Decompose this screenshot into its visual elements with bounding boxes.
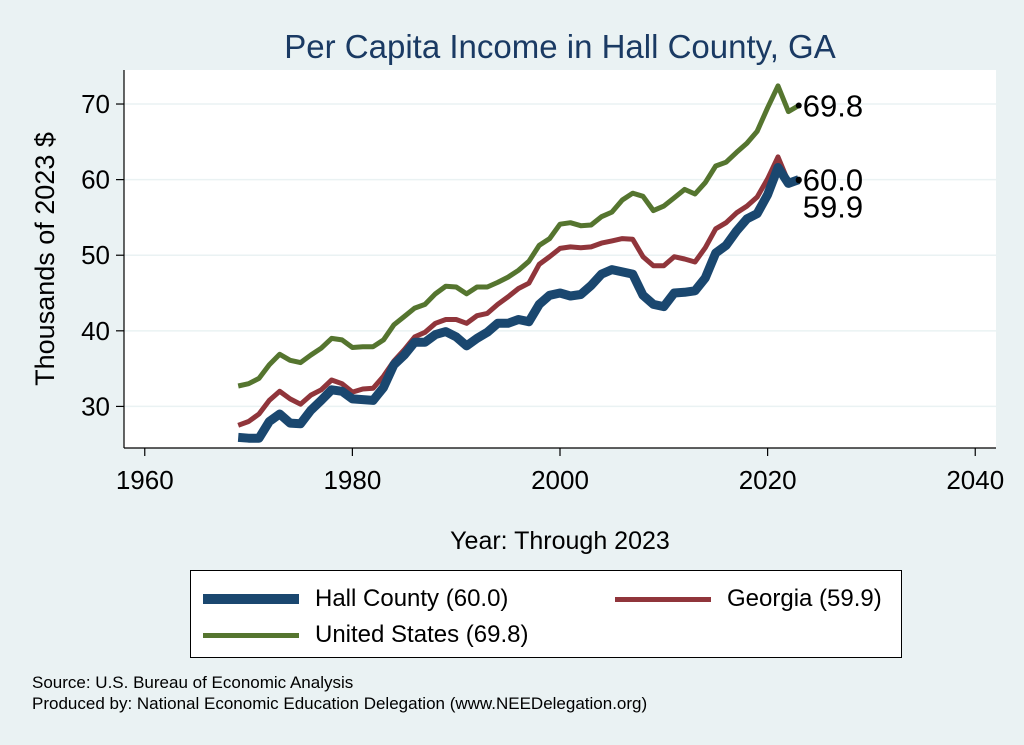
y-tick-label-40: 40 (81, 316, 110, 346)
end-labels: 60.059.9 69.8 (795, 89, 863, 224)
source-line: Source: U.S. Bureau of Economic Analysis (32, 673, 354, 692)
legend-swatch-hall-county (203, 594, 299, 604)
legend-label-united-states: United States (69.8) (315, 621, 529, 648)
end-marker-georgia (795, 177, 802, 184)
x-tick-label-2000: 2000 (531, 465, 589, 495)
y-tick-label-60: 60 (81, 165, 110, 195)
x-axis-label: Year: Through 2023 (450, 527, 670, 555)
legend-swatch-georgia (615, 596, 711, 602)
x-tick-label-1980: 1980 (323, 465, 381, 495)
end-label-georgia: 59.9 (803, 189, 863, 224)
y-axis-label: Thousands of 2023 $ (30, 132, 60, 386)
y-tick-label-30: 30 (81, 391, 110, 421)
x-tick-label-2040: 2040 (946, 465, 1004, 495)
series-line-hall-county (237, 163, 801, 443)
end-marker-united-states (795, 102, 802, 109)
y-tick-label-70: 70 (81, 89, 110, 119)
x-tick-label-1960: 1960 (116, 465, 174, 495)
end-label-hall-county: 60.0 (803, 163, 863, 198)
series-line-united-states (237, 83, 801, 389)
gridlines (124, 103, 996, 408)
legend-item-georgia: Georgia (59.9) (615, 585, 882, 613)
chart-title: Per Capita Income in Hall County, GA (284, 28, 835, 65)
legend-label-hall-county: Hall County (60.0) (315, 585, 509, 612)
series-line-georgia (237, 154, 800, 428)
y-tick-label-50: 50 (81, 240, 110, 270)
source-note: Source: U.S. Bureau of Economic Analysis… (32, 672, 647, 714)
legend-swatch-united-states (203, 632, 299, 638)
produced-by-line: Produced by: National Economic Education… (32, 694, 648, 713)
x-tick-label-2020: 2020 (739, 465, 797, 495)
plot-area (124, 70, 996, 448)
series-lines (237, 83, 801, 443)
end-label-united-states: 69.8 (803, 89, 863, 124)
axes: 30 40 50 60 70 1960 1980 2000 2020 2040 (81, 70, 1004, 495)
legend-item-united-states: United States (69.8) (203, 621, 528, 649)
legend-label-georgia: Georgia (59.9) (727, 585, 882, 612)
legend: Hall County (60.0) Georgia (59.9) United… (190, 570, 902, 658)
legend-item-hall-county: Hall County (60.0) (203, 585, 508, 613)
